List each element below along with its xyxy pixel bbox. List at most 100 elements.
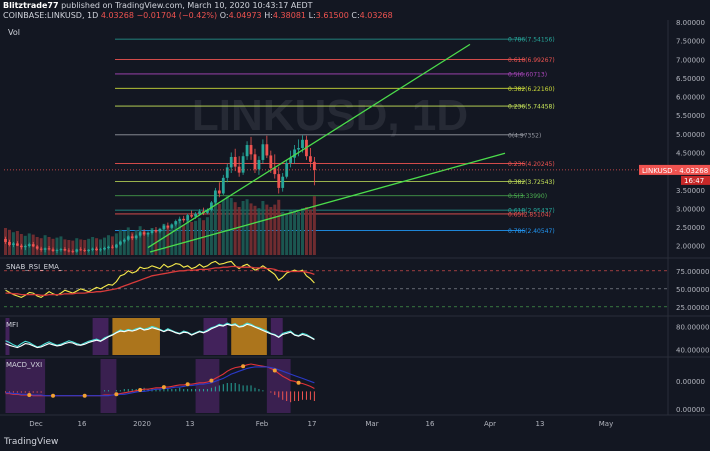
volume-bar — [174, 222, 178, 255]
macd-cross-dot — [209, 378, 214, 383]
volume-bar — [43, 235, 47, 255]
candle-body — [297, 148, 300, 150]
macd-tick-label: 0.00000 — [676, 378, 705, 386]
price-tag-box — [639, 164, 710, 175]
price-tick-label: 5.00000 — [676, 131, 705, 139]
candle-body — [178, 218, 182, 222]
author-name[interactable]: Blitztrade77 — [3, 1, 59, 10]
volume-bar — [59, 236, 63, 255]
volume-bar — [265, 204, 269, 255]
time-tick-label: Mar — [365, 420, 378, 428]
publish-line: Blitztrade77 published on TradingView.co… — [3, 1, 312, 10]
volume-bar — [304, 207, 308, 255]
volume-bar — [217, 204, 221, 255]
candle-body — [91, 248, 95, 250]
candle-body — [166, 225, 170, 228]
candle-body — [39, 248, 43, 250]
candle-body — [170, 224, 174, 228]
price-tick-label: 5.50000 — [676, 112, 705, 120]
volume-bar — [249, 203, 253, 255]
volume-bar — [39, 238, 43, 255]
fib-level-label: 0.65(2.85104) — [508, 211, 551, 218]
candle-body — [186, 215, 190, 221]
candle-body — [194, 213, 197, 217]
volume-bar — [237, 207, 241, 255]
mfi-title: MFI — [6, 321, 18, 329]
rsi-title: SNAB_RSI_EMA_ — [6, 263, 63, 271]
volume-bar — [138, 226, 142, 255]
fib-level-label: 0.786(2.40547) — [508, 228, 555, 235]
candle-body — [87, 249, 91, 251]
candle-body — [55, 250, 59, 251]
mfi-overbought-band — [112, 318, 160, 355]
candle-body — [174, 221, 178, 225]
volume-bar — [83, 240, 87, 255]
time-tick-label: Apr — [484, 420, 496, 428]
volume-bar — [297, 211, 301, 255]
footer-bar: TradingView — [0, 433, 710, 451]
time-tick-label: 16 — [78, 420, 87, 428]
candle-body — [47, 248, 51, 250]
lower-trendline — [149, 152, 506, 253]
time-tick-label: Feb — [256, 420, 269, 428]
fib-level-label: 0.382(3.72543) — [508, 179, 555, 186]
candle-body — [154, 230, 158, 232]
chart-canvas[interactable]: LINKUSD, 1D Vol 0.786(7.54156) 0.618(6.9926… — [0, 0, 710, 433]
macd-tick-label: 0.00000 — [676, 406, 705, 414]
candle-body — [273, 168, 277, 175]
open-key: O: — [219, 11, 229, 20]
close-key: C: — [351, 11, 360, 20]
volume-bar — [170, 226, 174, 255]
macd-cross-dot — [138, 387, 143, 392]
volume-bar — [55, 237, 59, 255]
low-key: L: — [308, 11, 316, 20]
candle-body — [99, 249, 102, 251]
candle-body — [31, 244, 35, 247]
candle-body — [63, 249, 67, 251]
volume-bar — [158, 228, 162, 255]
candle-body — [118, 241, 122, 245]
tradingview-logo[interactable]: TradingView — [4, 437, 59, 447]
volume-bar — [225, 196, 229, 255]
candle-body — [23, 246, 27, 248]
candle-body — [233, 156, 237, 167]
time-tick-label: 16 — [426, 420, 435, 428]
volume-bar — [190, 222, 194, 255]
candle-body — [138, 232, 142, 236]
volume-bar — [241, 201, 245, 255]
fib-level-label: 0.786(7.54156) — [508, 37, 555, 44]
fib-level-label: 0.618(2.95437) — [508, 208, 555, 215]
volume-bar — [47, 237, 51, 255]
volume-bar — [269, 207, 273, 255]
candle-body — [312, 161, 316, 171]
rsi-tick-label: 75.00000 — [676, 268, 709, 276]
candle-body — [43, 248, 47, 250]
time-tick-label: Dec — [29, 420, 43, 428]
candle-body — [114, 244, 118, 248]
rsi-tick-label: 25.00000 — [676, 304, 709, 312]
last-price: 4.03268 — [100, 11, 134, 20]
mfi-band — [5, 318, 10, 355]
volume-bar — [166, 228, 170, 255]
volume-bar — [253, 205, 257, 255]
volume-bar — [281, 211, 285, 255]
candle-body — [111, 246, 114, 248]
volume-bar — [51, 238, 55, 255]
volume-bar — [182, 225, 186, 255]
chart-header: Blitztrade77 published on TradingView.co… — [0, 0, 710, 24]
open-value: 4.04973 — [228, 11, 262, 20]
vol-label: Vol — [8, 28, 20, 37]
volume-bar — [146, 231, 150, 255]
price-tick-label: 7.50000 — [676, 38, 705, 46]
price-tick-label: 6.50000 — [676, 75, 705, 83]
candle-body — [190, 215, 194, 217]
candle-body — [27, 244, 31, 247]
ema-line — [5, 265, 315, 296]
fib-level-label: 0(4.97352) — [508, 132, 541, 139]
mfi-white-line — [5, 323, 315, 349]
volume-bar — [87, 238, 91, 255]
candle-body — [75, 249, 79, 252]
candle-body — [19, 245, 23, 248]
rsi-line — [5, 260, 315, 299]
candle-body — [134, 235, 138, 239]
